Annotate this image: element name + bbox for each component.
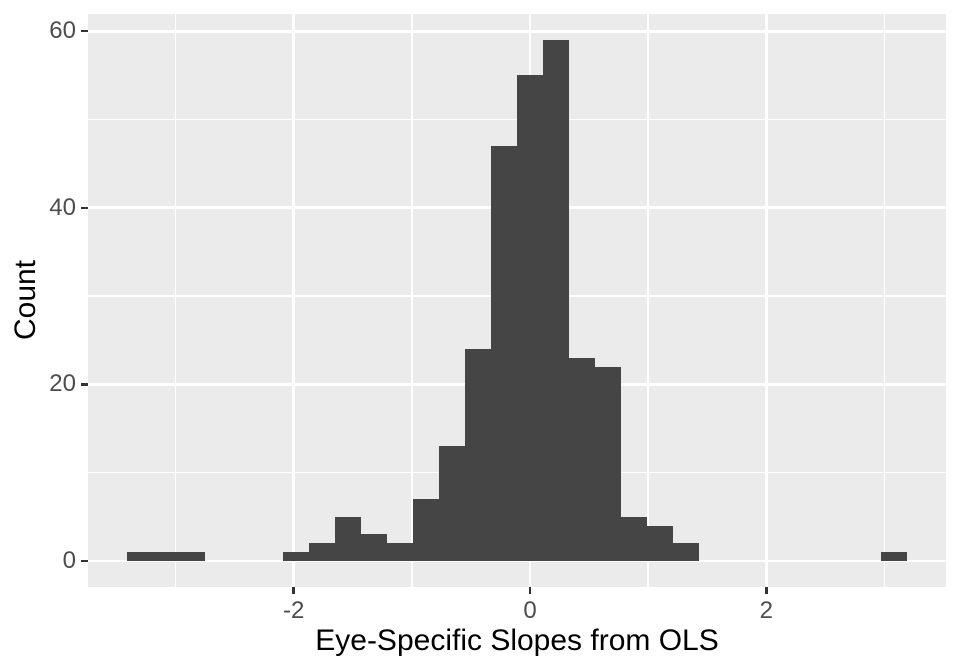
histogram-bar — [179, 552, 206, 561]
gridline-minor-vertical — [883, 14, 886, 587]
y-tick-label: 20 — [49, 370, 76, 398]
y-tick-label: 0 — [62, 546, 76, 574]
y-tick-label: 60 — [49, 17, 76, 45]
gridline-minor-vertical — [411, 14, 413, 587]
histogram-bar — [413, 499, 440, 561]
y-axis-title: Count — [9, 259, 42, 341]
x-tick-mark — [528, 587, 532, 594]
x-tick-mark — [292, 587, 295, 594]
histogram-bar — [517, 75, 544, 561]
histogram-bar — [543, 40, 570, 561]
histogram-bar — [153, 552, 180, 561]
histogram-bar — [335, 516, 362, 561]
histogram-bar — [595, 366, 622, 561]
y-tick-mark — [81, 29, 88, 33]
histogram-bar — [387, 543, 414, 561]
x-tick-mark — [765, 587, 768, 594]
histogram-bar — [647, 525, 674, 561]
histogram-bar — [439, 446, 466, 561]
histogram-bar — [621, 516, 648, 561]
gridline-minor-vertical — [647, 14, 649, 587]
x-axis-title: Eye-Specific Slopes from OLS — [315, 624, 719, 657]
plot-panel — [88, 14, 946, 587]
gridline-minor-vertical — [174, 14, 177, 587]
x-tick-label: -2 — [282, 597, 305, 624]
y-tick-mark — [81, 206, 88, 210]
histogram-bar — [491, 145, 518, 561]
histogram-bar — [465, 349, 492, 561]
y-tick-label: 40 — [49, 193, 76, 221]
gridline-major-horizontal — [88, 559, 946, 563]
histogram-bar — [569, 357, 596, 561]
x-tick-label: 2 — [759, 597, 774, 624]
y-tick-mark — [81, 559, 88, 563]
histogram-bar — [881, 552, 908, 561]
histogram-bar — [127, 552, 154, 561]
gridline-major-vertical — [292, 14, 295, 587]
y-tick-mark — [81, 383, 88, 386]
histogram-bar — [283, 552, 310, 561]
histogram-bar — [361, 534, 388, 561]
histogram-bar — [673, 543, 700, 561]
histogram-bar — [309, 543, 336, 561]
gridline-major-vertical — [765, 14, 768, 587]
gridline-major-horizontal — [88, 29, 946, 33]
x-tick-label: 0 — [523, 597, 537, 624]
